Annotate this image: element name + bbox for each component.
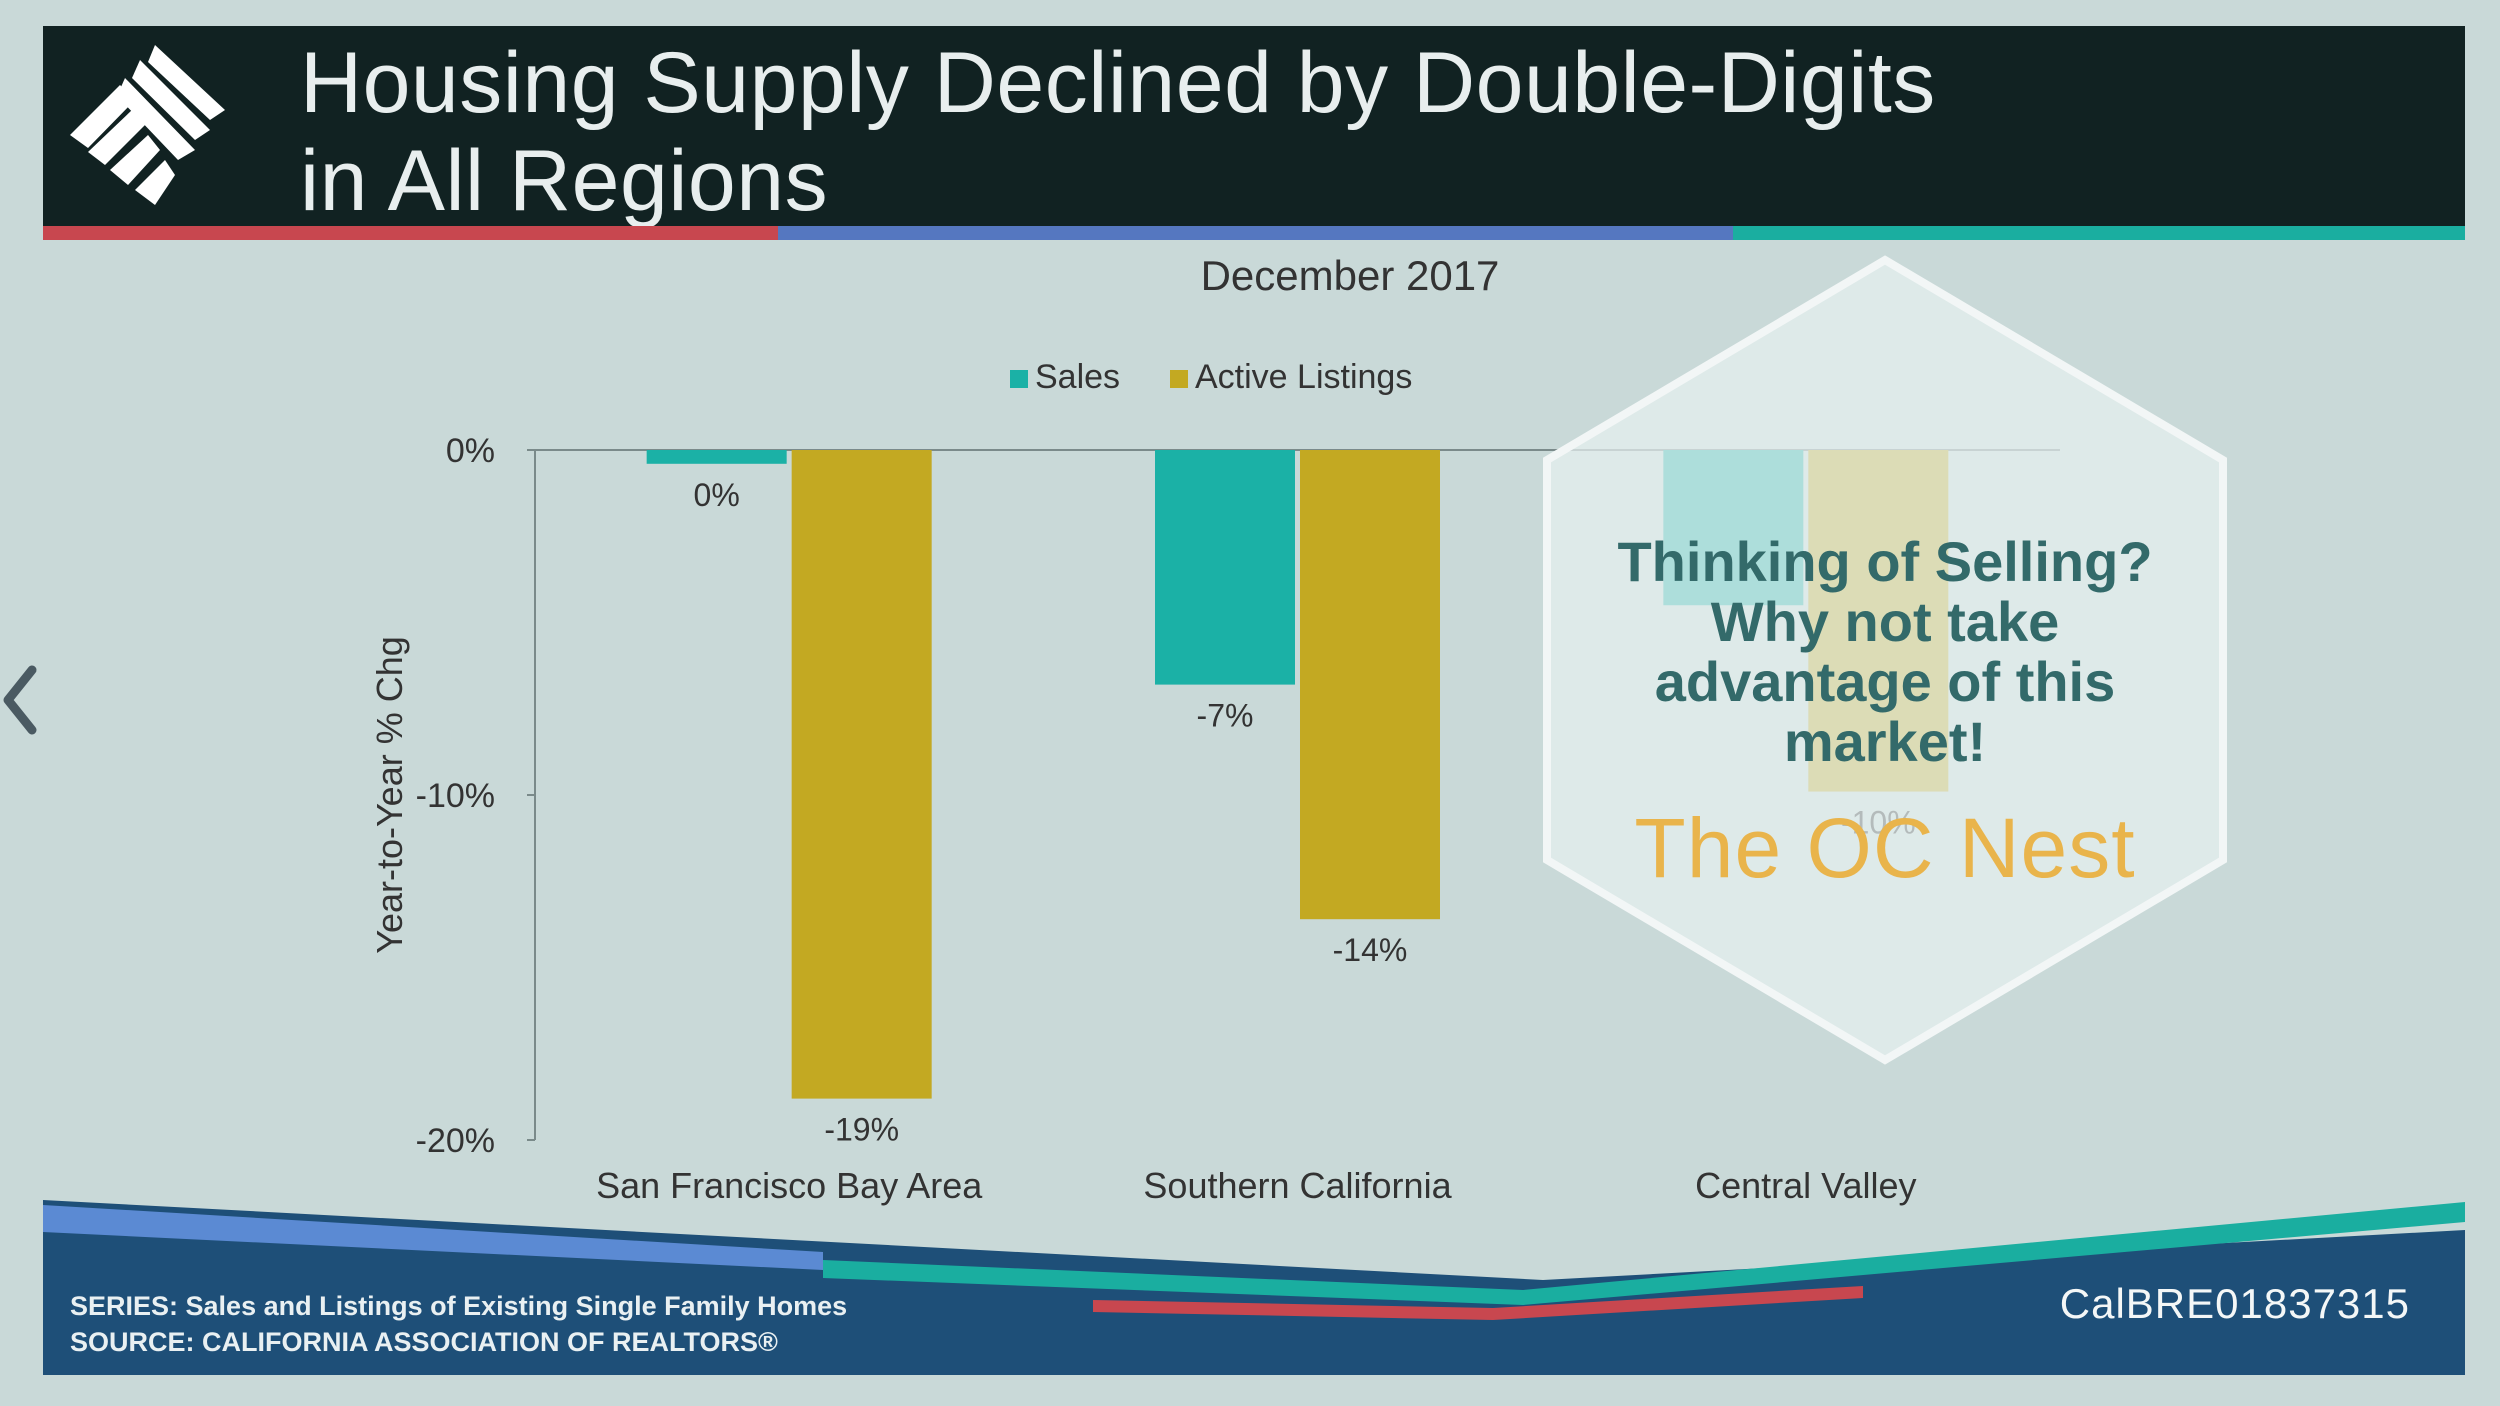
brand-name: The OC Nest [1634,801,2136,895]
x-category-label: San Francisco Bay Area [596,1165,983,1206]
series-text: SERIES: Sales and Listings of Existing S… [70,1291,848,1321]
y-tick-label: -10% [416,777,495,815]
legend-label: Sales [1035,358,1120,396]
data-label: -19% [824,1112,899,1148]
bar [791,450,932,1099]
data-label: -7% [1197,698,1254,734]
legend-swatch [1010,370,1028,388]
title-line-1: Housing Supply Declined by Double-Digits [300,35,1936,131]
cta-line-1: Thinking of Selling? [1617,530,2153,593]
chevron-left-icon[interactable] [0,660,50,740]
legend-swatch [1170,370,1188,388]
hexagon-overlay [1543,255,2227,1065]
page-title: Housing Supply Declined by Double-Digits… [300,34,2200,230]
cta-line-3: advantage of this [1654,650,2116,713]
y-tick-label: -20% [416,1122,495,1160]
title-line-2: in All Regions [300,133,829,229]
chart-legend: Sales Active Listings [1010,358,1412,396]
header-color-stripe [43,226,2465,240]
bar [1155,450,1295,685]
cta-line-4: market! [1783,710,1987,773]
car-logo-icon [70,45,225,205]
data-label: -14% [1333,932,1408,968]
bar [1300,450,1440,920]
chart-title: December 2017 [1201,252,1500,299]
footer-band [43,1200,2465,1375]
header-banner [43,26,2465,226]
source-text: SOURCE: CALIFORNIA ASSOCIATION OF REALTO… [70,1327,778,1357]
y-axis-label: Year-to-Year % Chg [369,636,410,954]
source-note: SERIES: Sales and Listings of Existing S… [70,1288,847,1360]
x-category-label: Central Valley [1695,1165,1916,1206]
y-tick-label: 0% [446,432,495,470]
cta-line-2: Why not take [1710,590,2060,653]
cta-text: Thinking of Selling? Why not take advant… [1560,532,2210,772]
x-category-label: Southern California [1143,1165,1452,1206]
data-label: 0% [694,477,740,513]
license-number: CalBRE01837315 [2059,1280,2410,1327]
legend-label: Active Listings [1195,358,1412,396]
bar [646,450,787,464]
